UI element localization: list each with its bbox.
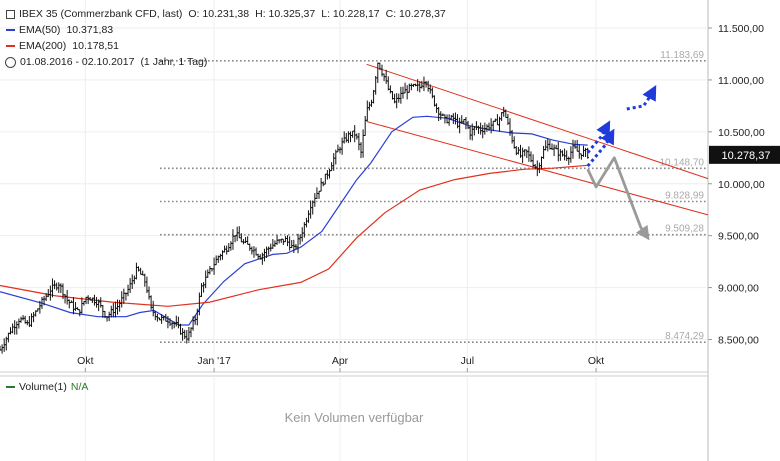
ema200-line <box>0 164 588 307</box>
ema200-swatch <box>6 45 15 47</box>
level-label: 10.148,70 <box>660 157 705 168</box>
ema200-name: EMA(200) <box>19 40 67 52</box>
x-tick-label: Okt <box>77 355 93 367</box>
legend-row-ema200: EMA(200) 10.178,51 <box>4 38 446 54</box>
y-tick-label: 10.000,00 <box>718 179 765 191</box>
volume-swatch <box>6 386 15 388</box>
symbol-label: IBEX 35 (Commerzbank CFD, last) <box>19 8 183 20</box>
x-tick-label: Jan '17 <box>197 355 231 367</box>
bearish-scenario-arrow <box>586 156 650 241</box>
legend-row-ema50: EMA(50) 10.371,83 <box>4 22 446 38</box>
volume-value: N/A <box>70 381 89 393</box>
bullish-scenario-arrow <box>626 85 657 111</box>
level-label: 9.509,28 <box>665 224 704 235</box>
level-label: 8.474,29 <box>665 331 704 342</box>
interval-text: (1 Jahr, 1 Tag) <box>140 56 208 68</box>
volume-legend: Volume(1) N/A <box>4 381 88 393</box>
level-label: 11.183,69 <box>660 50 704 61</box>
legend-row-period: 01.08.2016 - 02.10.2017 (1 Jahr, 1 Tag) <box>4 54 446 70</box>
level-label: 9.828,99 <box>665 191 704 202</box>
price-bars <box>0 62 589 354</box>
ema200-value: 10.178,51 <box>72 40 119 52</box>
clock-icon <box>5 56 16 68</box>
last-value-badge <box>709 145 780 164</box>
bullish-scenario-arrow <box>586 128 615 168</box>
ema50-swatch <box>6 29 15 31</box>
bullish-scenario-arrow <box>586 120 611 154</box>
y-tick-label: 9.000,00 <box>718 283 759 295</box>
volume-label: Volume(1) <box>19 381 67 393</box>
period-text: 01.08.2016 - 02.10.2017 <box>20 56 135 68</box>
y-tick-label: 11.500,00 <box>718 23 764 35</box>
y-tick-label: 9.500,00 <box>718 231 759 243</box>
ema-lines <box>0 115 588 326</box>
ema50-value: 10.371,83 <box>66 24 114 36</box>
ema50-line <box>0 115 588 326</box>
support-resistance-levels: 11.183,69 10.148,70 9.828,99 9.509,28 8.474,… <box>160 50 708 343</box>
legend-row-symbol: IBEX 35 (Commerzbank CFD, last) O: 10.23… <box>4 6 446 22</box>
symbol-square-icon <box>6 9 15 19</box>
last-value-label: 10.278,37 <box>722 150 771 162</box>
x-tick-label: Apr <box>332 355 349 367</box>
scenario-arrows <box>586 85 657 241</box>
y-tick-label: 8.500,00 <box>718 335 759 347</box>
y-tick-label: 11.000,00 <box>718 75 764 87</box>
high-value: H: 10.325,37 <box>255 8 316 20</box>
no-volume-note: Kein Volumen verfügbar <box>284 410 424 425</box>
x-tick-label: Okt <box>588 355 604 367</box>
grid <box>0 0 709 461</box>
open-value: O: 10.231,38 <box>188 8 250 20</box>
low-value: L: 10.228,17 <box>321 8 380 20</box>
y-tick-label: 10.500,00 <box>718 127 765 139</box>
chart-legend: IBEX 35 (Commerzbank CFD, last) O: 10.23… <box>4 6 446 70</box>
ema50-name: EMA(50) <box>19 24 61 36</box>
close-value: C: 10.278,37 <box>385 8 446 20</box>
x-tick-label: Jul <box>461 355 474 367</box>
axes: 8.500,00 9.000,00 9.500,00 10.000,00 10.500,… <box>77 23 780 372</box>
